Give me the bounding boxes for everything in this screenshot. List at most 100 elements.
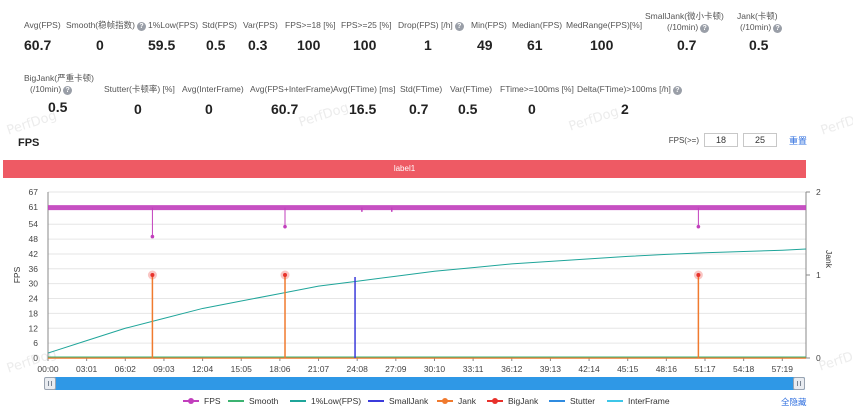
legend-marker <box>437 397 453 405</box>
help-icon[interactable]: ? <box>136 22 146 31</box>
fps-dip-point <box>150 234 155 239</box>
scrollbar-right-handle[interactable] <box>793 377 805 390</box>
stat-std-fps: Std(FPS) 0.5 <box>202 20 237 53</box>
stat-value: 0.5 <box>48 99 68 115</box>
stat-label: Min(FPS) <box>471 20 507 30</box>
x-tick-label: 21:07 <box>308 364 330 374</box>
stat-delta-ftime: Delta(FTime)>100ms [/h]? 2 <box>577 84 682 117</box>
legend-marker <box>549 397 565 405</box>
scrollbar-left-handle[interactable] <box>44 377 56 390</box>
stat-value: 2 <box>621 101 629 117</box>
stat-smalljank: SmallJank(微小卡顿) (/10min)? 0.7 <box>645 11 724 53</box>
stat-value: 0 <box>96 37 104 53</box>
stat-label: SmallJank(微小卡顿) <box>645 11 724 21</box>
legend-marker <box>487 397 503 405</box>
x-tick-label: 39:13 <box>540 364 562 374</box>
bigjank-point <box>696 273 701 277</box>
stat-label: Median(FPS) <box>512 20 563 30</box>
y-tick-label: 54 <box>29 219 39 229</box>
stat-avg-fps-interframe: Avg(FPS+InterFrame) 60.7 <box>250 84 333 117</box>
legend-marker <box>290 397 306 405</box>
stat-label: Std(FPS) <box>202 20 237 30</box>
x-tick-label: 18:06 <box>269 364 291 374</box>
help-icon[interactable]: ? <box>63 86 73 95</box>
y2-axis-label: Jank <box>824 250 834 269</box>
stat-label: Delta(FTime)>100ms [/h] <box>577 84 671 94</box>
stat-value: 100 <box>297 37 321 53</box>
stat-avg-fps: Avg(FPS) 60.7 <box>24 20 61 53</box>
stat-label: Var(FTime) <box>450 84 493 94</box>
series-1low-fps <box>47 248 807 354</box>
stat-label: Avg(FPS) <box>24 20 61 30</box>
hide-all-button[interactable]: 全隐藏 <box>781 397 807 407</box>
x-tick-label: 00:00 <box>37 364 59 374</box>
help-icon[interactable]: ? <box>672 86 682 95</box>
stat-value: 0.3 <box>248 37 268 53</box>
stat-medrange-fps: MedRange(FPS)[%] 100 <box>566 20 642 53</box>
stat-fps-ge-18: FPS>=18 [%] 100 <box>285 20 336 53</box>
legend-item-smalljank[interactable]: SmallJank <box>368 396 428 406</box>
stat-label: 1%Low(FPS) <box>148 20 199 30</box>
x-tick-label: 24:08 <box>347 364 369 374</box>
y-tick-label: 6 <box>33 338 38 348</box>
legend-item-fps[interactable]: FPS <box>183 396 221 406</box>
legend-item-jank[interactable]: Jank <box>437 396 476 406</box>
y2-tick-label: 2 <box>816 187 821 197</box>
legend-label: BigJank <box>508 396 539 406</box>
stat-stutter: Stutter(卡顿率) [%] 0 <box>104 84 175 117</box>
legend-item-1low-fps[interactable]: 1%Low(FPS) <box>290 396 361 406</box>
stat-value: 0.5 <box>749 37 769 53</box>
stat-label-unit: (/10min) <box>667 22 699 32</box>
stat-label: FTime>=100ms [%] <box>500 84 574 94</box>
time-range-scrollbar[interactable] <box>46 377 805 390</box>
y-tick-label: 30 <box>29 279 39 289</box>
fps-dip-point <box>283 224 287 229</box>
x-tick-label: 30:10 <box>424 364 446 374</box>
reset-button[interactable]: 重置 <box>788 135 807 146</box>
legend-label: FPS <box>204 396 221 406</box>
stat-label: Stutter(卡顿率) [%] <box>104 84 175 94</box>
stat-label: Smooth(稳帧指数) <box>66 20 135 30</box>
stat-label: FPS>=25 [%] <box>341 20 392 30</box>
stat-value: 60.7 <box>271 101 299 117</box>
stat-label: Var(FPS) <box>243 20 278 30</box>
legend-item-smooth[interactable]: Smooth <box>228 396 278 406</box>
x-tick-label: 06:02 <box>115 364 137 374</box>
help-icon[interactable]: ? <box>454 22 464 31</box>
stat-label: Avg(FTime) [ms] <box>333 84 396 94</box>
legend-item-bigjank[interactable]: BigJank <box>487 396 538 406</box>
threshold-input-2[interactable] <box>742 133 777 147</box>
stat-value: 1 <box>424 37 432 53</box>
y-tick-label: 12 <box>29 323 39 333</box>
x-tick-label: 45:15 <box>617 364 639 374</box>
chart-title: FPS <box>18 137 40 149</box>
legend-item-stutter[interactable]: Stutter <box>549 396 595 406</box>
stats-panel: Avg(FPS) 60.7 Smooth(稳帧指数)? 0 1%Low(FPS)… <box>0 0 853 130</box>
bigjank-point <box>283 273 288 277</box>
stat-label-unit: (/10min) <box>30 84 62 94</box>
y-tick-label: 36 <box>29 264 39 274</box>
stat-label: Std(FTime) <box>400 84 443 94</box>
y-tick-label: 24 <box>29 294 39 304</box>
stat-std-ftime: Std(FTime) 0.7 <box>400 84 442 117</box>
label-bar[interactable]: label1 <box>3 160 806 178</box>
threshold-input-1[interactable] <box>703 133 738 147</box>
legend-marker <box>183 397 199 405</box>
legend-label: InterFrame <box>628 396 670 406</box>
help-icon[interactable]: ? <box>700 24 710 33</box>
bigjank-point <box>150 273 155 277</box>
stat-label: Drop(FPS) [/h] <box>398 20 453 30</box>
stat-label: BigJank(严重卡顿) <box>24 73 94 83</box>
stat-median-fps: Median(FPS) 61 <box>512 20 562 53</box>
stat-value: 0 <box>134 101 142 117</box>
legend-label: 1%Low(FPS) <box>311 396 362 406</box>
x-tick-label: 15:05 <box>231 364 253 374</box>
x-tick-label: 57:19 <box>772 364 794 374</box>
stat-value: 16.5 <box>349 101 377 117</box>
help-icon[interactable]: ? <box>773 24 783 33</box>
legend-item-interframe[interactable]: InterFrame <box>607 396 670 406</box>
legend-label: Jank <box>458 396 476 406</box>
stat-var-fps: Var(FPS) 0.3 <box>243 20 278 53</box>
y-axis-label: FPS <box>12 266 22 283</box>
